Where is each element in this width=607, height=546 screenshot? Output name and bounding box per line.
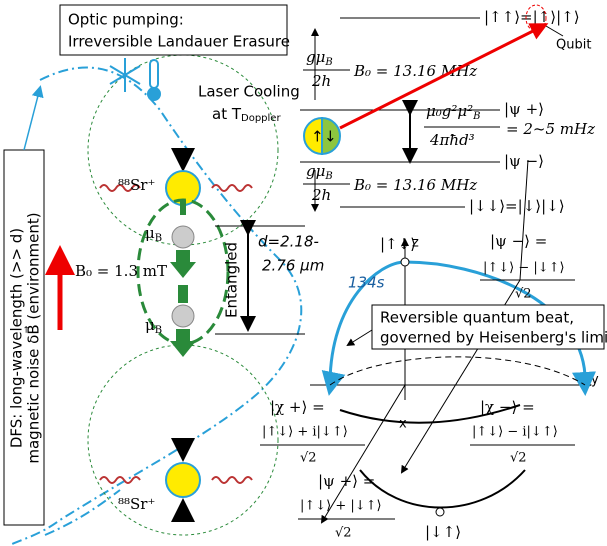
ion-label: ⁸⁸Sr⁺ bbox=[118, 495, 155, 513]
state-den: √2 bbox=[510, 451, 527, 466]
laser bbox=[100, 477, 140, 483]
level-label: |↑↑⟩=|↑⟩|↑⟩ bbox=[484, 8, 580, 26]
ion-bottom bbox=[166, 463, 200, 497]
spin-symbol: ↑ bbox=[311, 128, 324, 146]
field-label: B₀ = 1.3 mT bbox=[75, 262, 167, 280]
state-label: |ψ −⟩ = bbox=[490, 232, 547, 250]
axis-label: x bbox=[399, 417, 407, 432]
thermometer-icon bbox=[147, 60, 161, 101]
state-num: |↑↓⟩ + |↓↑⟩ bbox=[300, 499, 382, 514]
entangled-label: Entangled bbox=[223, 242, 241, 318]
state-den: √2 bbox=[335, 526, 352, 541]
qubit-label: Qubit bbox=[556, 38, 591, 53]
spin bbox=[170, 226, 196, 357]
time-label: 134s bbox=[348, 274, 385, 292]
beat-label: Reversible quantum beat, bbox=[380, 309, 574, 327]
beat-label: governed by Heisenberg's limit bbox=[380, 329, 607, 347]
arrow bbox=[546, 26, 563, 36]
arrow bbox=[348, 330, 372, 345]
fraction-num: μ₀g²μ²B bbox=[426, 102, 481, 122]
state-label: |↓↑⟩ bbox=[425, 523, 461, 541]
fraction-den: 2h bbox=[311, 72, 331, 90]
snowflake-icon bbox=[110, 58, 140, 92]
ion-label: ⁸⁸Sr⁺ bbox=[118, 176, 155, 194]
arrow bbox=[584, 372, 585, 390]
fraction-num: gμB bbox=[306, 162, 333, 182]
level-label: |↓↓⟩=|↓⟩|↓⟩ bbox=[469, 197, 565, 215]
state-num: |↑↓⟩ − |↓↑⟩ bbox=[483, 261, 565, 276]
state-label: |χ +⟩ = bbox=[270, 398, 325, 416]
coupling-label: = 2~5 mHz bbox=[506, 120, 595, 138]
state-num: |↑↓⟩ + i|↓↑⟩ bbox=[262, 425, 348, 440]
state-label: |↑↓⟩ bbox=[380, 235, 416, 253]
laser bbox=[212, 477, 252, 483]
diagram: Optic pumping: Irreversible Landauer Era… bbox=[0, 0, 607, 546]
moment-label: μB bbox=[145, 316, 162, 336]
state-label: |χ −⟩ = bbox=[480, 398, 535, 416]
equator bbox=[360, 470, 525, 508]
pumping-subtitle: Irreversible Landauer Erasure bbox=[68, 33, 290, 51]
state-den: √2 bbox=[300, 451, 317, 466]
axis-label: y bbox=[591, 373, 599, 388]
dfs-label: DFS: long-wavelength (>> d) bbox=[8, 228, 26, 448]
splitting-label: B₀ = 13.16 MHz bbox=[353, 62, 477, 80]
arrow bbox=[24, 88, 40, 150]
splitting-label: B₀ = 13.16 MHz bbox=[353, 176, 477, 194]
fraction-den: 4πħd³ bbox=[429, 131, 475, 149]
fraction-den: 2h bbox=[311, 186, 331, 204]
cooling-label: at TDoppler bbox=[212, 105, 281, 125]
state-den: √2 bbox=[515, 287, 532, 302]
fraction-num: gμB bbox=[306, 48, 333, 68]
moment-label: μB bbox=[145, 224, 162, 244]
spin-symbol: ↓ bbox=[324, 128, 337, 146]
pole bbox=[436, 508, 444, 516]
noise-wave bbox=[10, 68, 301, 545]
cooling-label: Laser Cooling bbox=[198, 83, 300, 101]
level-label: |ψ −⟩ bbox=[504, 152, 544, 170]
distance-label: 2.76 μm bbox=[262, 257, 324, 275]
distance-label: d=2.18- bbox=[258, 233, 319, 251]
state-label: |ψ +⟩ = bbox=[318, 472, 375, 490]
pole bbox=[401, 258, 409, 266]
state-num: |↑↓⟩ − i|↓↑⟩ bbox=[472, 425, 558, 440]
noise-wave bbox=[45, 490, 120, 535]
dfs-label: magnetic noise δB⃗ (environment) bbox=[24, 212, 43, 463]
level-label: |ψ +⟩ bbox=[504, 100, 544, 118]
pumping-title: Optic pumping: bbox=[68, 11, 184, 29]
